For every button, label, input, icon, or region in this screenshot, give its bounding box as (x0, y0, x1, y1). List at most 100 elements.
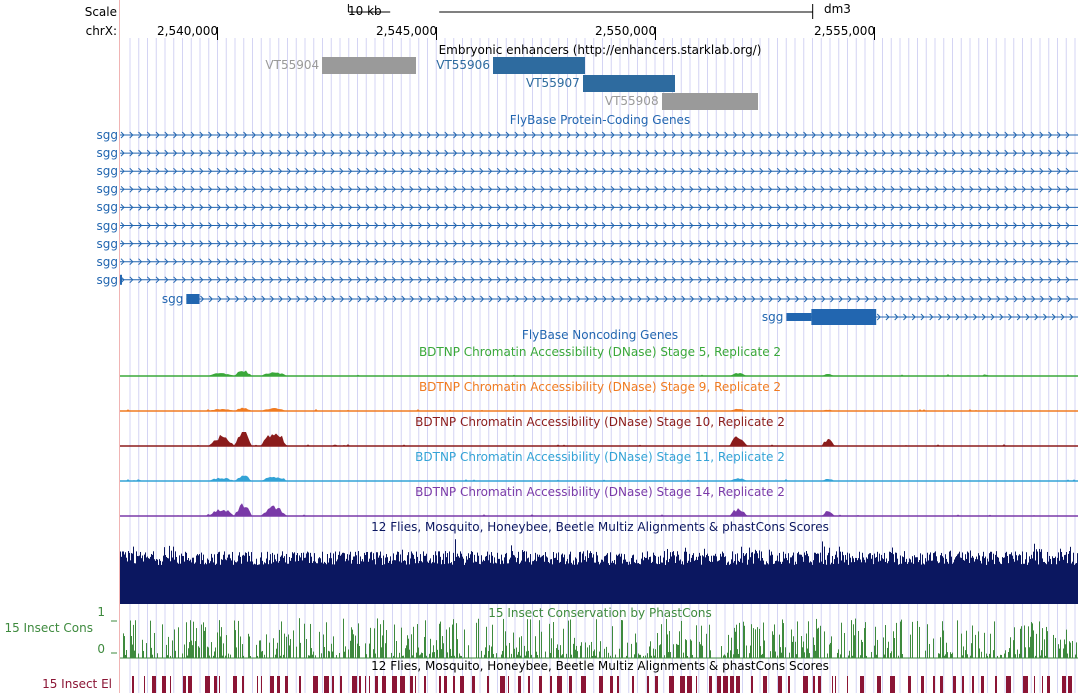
strand-arrow (199, 149, 204, 157)
gene-label[interactable]: sgg (96, 218, 119, 233)
multiz-track-title[interactable]: 12 Flies, Mosquito, Honeybee, Beetle Mul… (371, 520, 829, 534)
phastcons-track-title[interactable]: 15 Insect Conservation by PhastCons (488, 606, 712, 620)
multiz-bar (409, 564, 410, 571)
dnase-track-title[interactable]: BDTNP Chromatin Accessibility (DNase) St… (415, 450, 785, 464)
gene-label[interactable]: sgg (96, 236, 119, 251)
gene-label[interactable]: sgg (96, 128, 119, 142)
protein-coding-track-title[interactable]: FlyBase Protein-Coding Genes (509, 113, 691, 127)
strand-arrow (479, 149, 484, 157)
strand-arrow (794, 240, 799, 247)
gene-label[interactable]: sgg (96, 182, 119, 197)
phastcons-bar (1014, 627, 1015, 658)
multiz-bar (445, 551, 446, 571)
dnase-track-title[interactable]: BDTNP Chromatin Accessibility (DNase) St… (415, 415, 785, 429)
strand-arrow (601, 258, 606, 266)
phastcons-bar (432, 652, 433, 658)
dnase-track-title[interactable]: BDTNP Chromatin Accessibility (DNase) St… (418, 380, 782, 394)
multiz-bar (937, 561, 938, 571)
multiz-bar (295, 561, 296, 571)
gene-label[interactable]: sgg (161, 292, 184, 306)
multiz-bar (130, 560, 131, 571)
strand-arrow (470, 149, 475, 157)
enhancer-block[interactable] (582, 75, 675, 92)
multiz-bar (451, 562, 452, 571)
multiz-bar (763, 560, 764, 571)
phastcons-bar (1069, 641, 1070, 658)
multiz-bar (878, 561, 879, 571)
strand-arrow (820, 222, 825, 229)
strand-arrow (689, 185, 694, 193)
phastcons-bar (1015, 654, 1016, 658)
enhancer-label[interactable]: VT55906 (436, 58, 490, 72)
dnase-track-title[interactable]: BDTNP Chromatin Accessibility (DNase) St… (418, 345, 782, 359)
multiz-bar (1031, 554, 1032, 571)
multiz-bar (251, 552, 252, 571)
enhancer-block[interactable] (661, 93, 758, 110)
strand-arrow (811, 258, 816, 266)
gene-label[interactable]: sgg (761, 310, 784, 324)
enhancers-track-title[interactable]: Embryonic enhancers (http://enhancers.st… (438, 43, 762, 57)
gene-label[interactable]: sgg (96, 200, 119, 215)
strand-arrow (470, 240, 475, 247)
strand-arrow (496, 204, 501, 211)
multiz-bar (176, 556, 177, 571)
strand-arrow (505, 258, 510, 266)
phastcons-bar (447, 652, 448, 658)
multiz-bar (958, 553, 959, 571)
strand-arrow (225, 167, 230, 175)
chrom-label: chrX: (85, 24, 117, 38)
phastcons-side-label[interactable]: 15 Insect Cons (4, 621, 93, 635)
strand-arrow (286, 204, 291, 211)
gene-label[interactable]: sgg (96, 254, 119, 269)
strand-arrow (523, 240, 528, 247)
strand-arrow (846, 185, 851, 193)
phastcons-track[interactable] (0, 0, 1078, 660)
multiz-bar (604, 556, 605, 571)
gene-label[interactable]: sgg (96, 272, 119, 287)
strand-arrow (120, 167, 125, 175)
multiz-bar (892, 547, 893, 571)
elements-track-title[interactable]: 12 Flies, Mosquito, Honeybee, Beetle Mul… (371, 659, 829, 673)
multiz-bar (169, 545, 170, 571)
multiz-bar (363, 561, 364, 571)
multiz-bar (752, 552, 753, 571)
multiz-bar (728, 561, 729, 571)
strand-arrow (715, 131, 720, 139)
protein-coding-track[interactable] (0, 0, 1078, 330)
enhancer-block[interactable] (492, 57, 585, 74)
enhancer-label[interactable]: VT55907 (526, 76, 580, 90)
multiz-bar (894, 562, 895, 571)
phastcons-bar (215, 647, 216, 658)
strand-arrow (960, 240, 965, 247)
multiz-bar (871, 558, 872, 571)
elements-side-label[interactable]: 15 Insect El (42, 677, 112, 691)
multiz-bar (213, 562, 214, 571)
multiz-bar (872, 555, 873, 571)
strand-arrow (829, 276, 834, 284)
gene-label[interactable]: sgg (96, 164, 119, 179)
strand-arrow (549, 167, 554, 175)
strand-arrow (593, 167, 598, 175)
multiz-bar (268, 564, 269, 571)
multiz-track[interactable] (0, 0, 1078, 610)
multiz-bar (134, 563, 135, 571)
enhancer-label[interactable]: VT55908 (604, 94, 659, 108)
phastcons-bar (306, 638, 307, 658)
dnase-track-title[interactable]: BDTNP Chromatin Accessibility (DNase) St… (415, 485, 785, 499)
enhancer-block[interactable] (322, 57, 417, 74)
gene-label[interactable]: sgg (96, 146, 119, 161)
dnase-tracks[interactable] (0, 0, 1078, 530)
strand-arrow (330, 149, 335, 157)
strand-arrow (1056, 167, 1061, 175)
strand-arrow (1013, 185, 1018, 193)
strand-arrow (1048, 258, 1053, 266)
noncoding-track-title[interactable]: FlyBase Noncoding Genes (521, 328, 679, 342)
multiz-bar (415, 563, 416, 571)
multiz-bar (209, 563, 210, 571)
multiz-bar (800, 554, 801, 571)
phastcons-bar (313, 651, 314, 658)
enhancer-label[interactable]: VT55904 (265, 58, 320, 72)
strand-arrow (706, 131, 711, 139)
